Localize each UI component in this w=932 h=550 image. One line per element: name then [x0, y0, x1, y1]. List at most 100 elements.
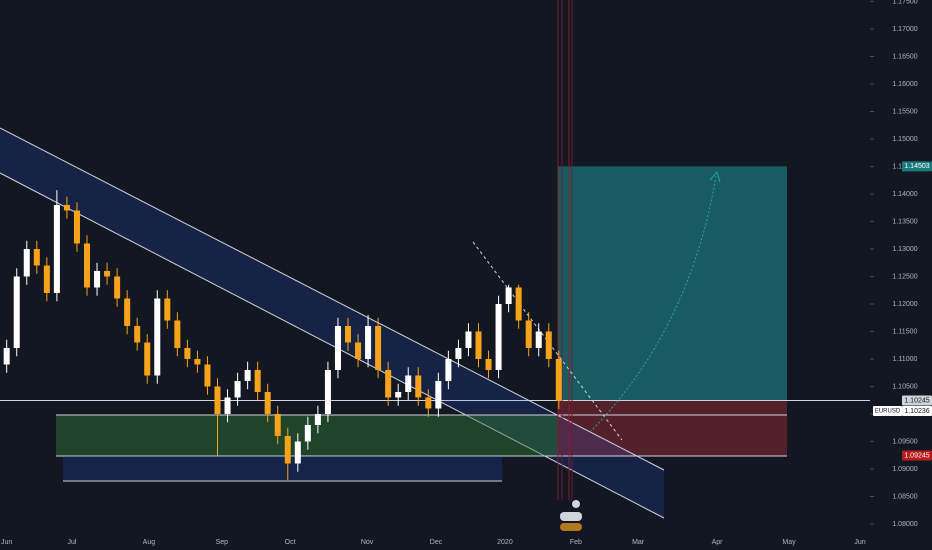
- candle-body: [104, 270, 111, 277]
- candle-body: [314, 413, 321, 425]
- stop-tag: 1.09245: [904, 452, 929, 459]
- x-tick-label: Jun: [1, 539, 12, 546]
- y-tick-label: 1.09000: [892, 466, 917, 473]
- y-tick-label: 1.16500: [892, 53, 917, 60]
- candle-body: [515, 287, 522, 321]
- candle-body: [525, 320, 532, 348]
- candle-body: [355, 342, 362, 359]
- candle-body: [405, 375, 412, 392]
- x-tick-label: 2020: [497, 539, 513, 546]
- candle-body: [23, 248, 30, 277]
- candle-body: [83, 243, 91, 288]
- candle-body: [304, 424, 311, 442]
- candle-body: [284, 435, 291, 464]
- candle-body: [274, 413, 281, 436]
- candle-body: [465, 331, 472, 348]
- candle-body: [254, 369, 261, 392]
- x-tick-label: Apr: [712, 539, 724, 546]
- y-tick-label: 1.11000: [893, 356, 918, 363]
- candle-body: [234, 380, 241, 398]
- candle-body: [53, 204, 60, 293]
- y-tick-label: 1.15500: [892, 108, 917, 115]
- symbol-bg: [873, 406, 902, 417]
- x-tick-label: Sep: [216, 539, 229, 546]
- y-tick-label: 1.11500: [893, 328, 918, 335]
- channel-edge: [0, 172, 665, 519]
- candle-body: [244, 369, 251, 381]
- candle-body: [415, 375, 422, 398]
- last-price-label: 1.10236: [904, 408, 929, 415]
- y-tick-label: 1.13000: [892, 246, 917, 253]
- candle-body: [264, 391, 271, 414]
- candle-body: [114, 276, 121, 299]
- y-tick-label: 1.16000: [892, 81, 917, 88]
- candle-body: [535, 331, 542, 348]
- trend-line: [472, 241, 623, 441]
- x-tick-label: Oct: [285, 539, 296, 546]
- target-zone: [558, 166, 788, 401]
- y-tick-label: 1.12500: [892, 273, 917, 280]
- x-tick-label: Mar: [632, 539, 645, 546]
- candle-body: [445, 358, 452, 381]
- candle-body: [294, 441, 301, 464]
- candle-body: [194, 358, 201, 365]
- channel: [0, 128, 664, 518]
- candle-body: [365, 325, 372, 359]
- demand-zone: [63, 456, 502, 481]
- candle-body: [395, 391, 402, 398]
- candle-body: [435, 380, 442, 409]
- candle-body: [134, 325, 141, 343]
- candle-body: [73, 210, 80, 244]
- channel-edge: [0, 127, 665, 471]
- candle-body: [505, 287, 512, 304]
- event-icon: [560, 523, 582, 531]
- candle-body: [425, 397, 432, 409]
- candle-body: [94, 270, 101, 288]
- drawings: [0, 0, 787, 531]
- candle-body: [475, 331, 482, 359]
- candle-body: [375, 325, 382, 370]
- x-tick-label: Dec: [430, 539, 443, 546]
- y-tick-label: 1.08000: [892, 521, 917, 528]
- candle-body: [495, 303, 502, 370]
- candle-body: [3, 347, 10, 365]
- candle-body: [33, 248, 40, 266]
- entry-tag: 1.10245: [904, 397, 929, 404]
- candles: [3, 190, 562, 480]
- x-tick-label: Feb: [570, 539, 582, 546]
- candle-body: [184, 347, 191, 359]
- candle-body: [174, 320, 181, 348]
- arrow-head: [709, 170, 721, 183]
- candle-body: [214, 386, 221, 414]
- x-tick-label: Nov: [361, 539, 374, 546]
- y-tick-label: 1.12000: [892, 301, 917, 308]
- candle-body: [13, 276, 20, 348]
- y-tick-label: 1.13500: [892, 218, 917, 225]
- candle-body: [385, 369, 392, 398]
- x-tick-label: Jun: [854, 539, 865, 546]
- candle-body: [324, 369, 331, 414]
- stop-tag-bg: [902, 450, 932, 461]
- candle-body: [154, 298, 161, 376]
- candle-body: [43, 265, 50, 293]
- y-tick-label: 1.14000: [892, 191, 917, 198]
- candle-body: [344, 325, 352, 343]
- candle-body: [455, 347, 462, 359]
- y-tick-label: 1.10500: [892, 383, 917, 390]
- candle-body: [144, 342, 151, 376]
- candle-body: [63, 204, 70, 211]
- y-tick-label: 1.09500: [892, 438, 917, 445]
- symbol-label: EURUSD: [875, 409, 901, 415]
- candle-body: [204, 364, 211, 387]
- event-icon: [560, 512, 582, 521]
- x-tick-label: May: [782, 539, 796, 546]
- x-tick-label: Aug: [143, 539, 156, 546]
- candle-body: [545, 331, 552, 359]
- entry-tag-bg: [902, 395, 932, 406]
- x-tick-label: Jul: [67, 539, 76, 546]
- candle-body: [164, 298, 171, 321]
- candle-body: [224, 397, 231, 414]
